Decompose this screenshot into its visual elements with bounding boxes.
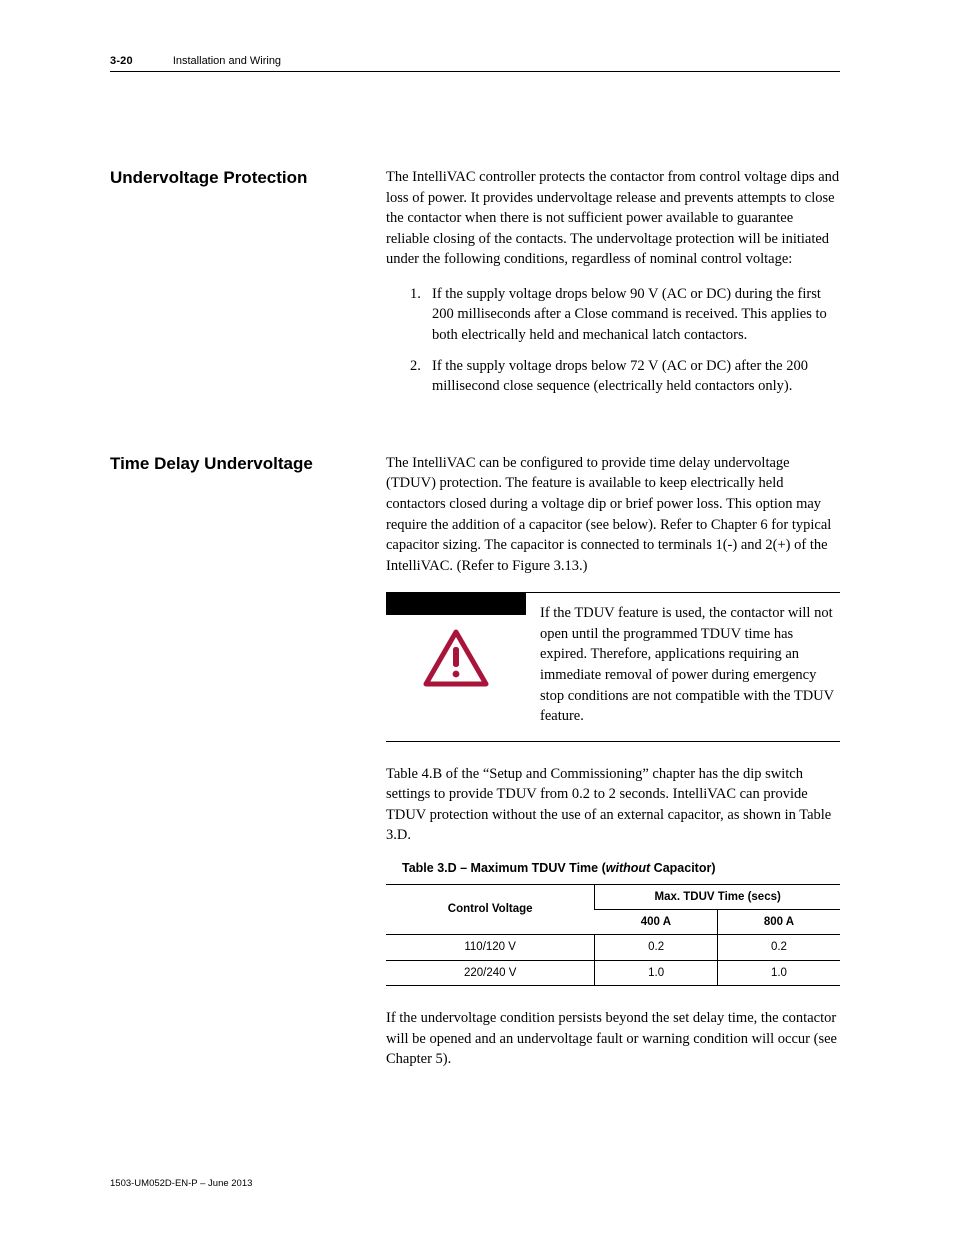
td-400: 0.2 xyxy=(595,935,718,960)
attention-icon xyxy=(423,629,489,687)
chapter-title: Installation and Wiring xyxy=(173,55,281,67)
para-tduv-3: If the undervoltage condition persists b… xyxy=(386,1008,840,1070)
caption-suffix: Capacitor) xyxy=(650,861,715,875)
attention-left xyxy=(386,593,536,740)
th-max-tduv: Max. TDUV Time (secs) xyxy=(595,884,840,909)
section-tduv: Time Delay Undervoltage The IntelliVAC c… xyxy=(110,453,840,1084)
th-control-voltage: Control Voltage xyxy=(386,884,595,935)
section-undervoltage: Undervoltage Protection The IntelliVAC c… xyxy=(110,167,840,413)
attention-label xyxy=(386,593,526,615)
content-area: Undervoltage Protection The IntelliVAC c… xyxy=(110,167,840,1084)
para-tduv-2: Table 4.B of the “Setup and Commissionin… xyxy=(386,764,840,846)
td-800: 0.2 xyxy=(717,935,840,960)
page: 3-20 Installation and Wiring Undervoltag… xyxy=(0,0,954,1235)
footer-pubno: 1503-UM052D-EN-P – June 2013 xyxy=(110,1178,252,1189)
para-tduv-1: The IntelliVAC can be configured to prov… xyxy=(386,453,840,576)
body-tduv: The IntelliVAC can be configured to prov… xyxy=(386,453,840,1084)
attention-box: If the TDUV feature is used, the contact… xyxy=(386,592,840,741)
table-header-row: Control Voltage Max. TDUV Time (secs) xyxy=(386,884,840,909)
para-uv-intro: The IntelliVAC controller protects the c… xyxy=(386,167,840,270)
list-text: If the supply voltage drops below 90 V (… xyxy=(432,284,840,346)
list-item: 2. If the supply voltage drops below 72 … xyxy=(410,356,840,397)
list-number: 1. xyxy=(410,284,432,346)
td-cv: 110/120 V xyxy=(386,935,595,960)
page-number: 3-20 xyxy=(110,55,133,67)
list-item: 1. If the supply voltage drops below 90 … xyxy=(410,284,840,346)
running-header: 3-20 Installation and Wiring xyxy=(110,55,840,72)
caption-ital: without xyxy=(606,861,650,875)
heading-undervoltage: Undervoltage Protection xyxy=(110,167,386,413)
table-row: 220/240 V 1.0 1.0 xyxy=(386,960,840,985)
list-text: If the supply voltage drops below 72 V (… xyxy=(432,356,840,397)
th-400a: 400 A xyxy=(595,910,718,935)
caption-prefix: Table 3.D – Maximum TDUV Time ( xyxy=(402,861,606,875)
attention-text: If the TDUV feature is used, the contact… xyxy=(536,593,840,740)
heading-tduv: Time Delay Undervoltage xyxy=(110,453,386,1084)
list-number: 2. xyxy=(410,356,432,397)
td-400: 1.0 xyxy=(595,960,718,985)
td-cv: 220/240 V xyxy=(386,960,595,985)
th-800a: 800 A xyxy=(717,910,840,935)
uv-conditions-list: 1. If the supply voltage drops below 90 … xyxy=(386,284,840,397)
td-800: 1.0 xyxy=(717,960,840,985)
body-undervoltage: The IntelliVAC controller protects the c… xyxy=(386,167,840,413)
table-row: 110/120 V 0.2 0.2 xyxy=(386,935,840,960)
tduv-table: Control Voltage Max. TDUV Time (secs) 40… xyxy=(386,884,840,986)
table-caption: Table 3.D – Maximum TDUV Time (without C… xyxy=(402,860,840,878)
